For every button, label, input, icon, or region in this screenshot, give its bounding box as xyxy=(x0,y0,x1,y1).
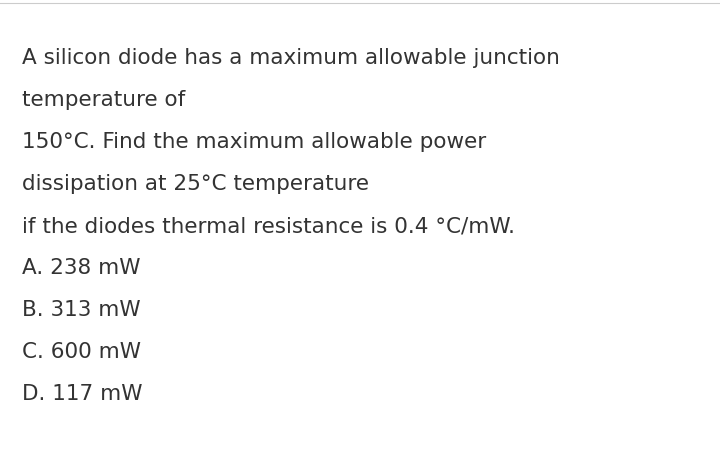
Text: B. 313 mW: B. 313 mW xyxy=(22,300,140,320)
Text: 150°C. Find the maximum allowable power: 150°C. Find the maximum allowable power xyxy=(22,132,486,152)
Text: if the diodes thermal resistance is 0.4 °C/mW.: if the diodes thermal resistance is 0.4 … xyxy=(22,216,515,236)
Text: A. 238 mW: A. 238 mW xyxy=(22,258,140,278)
Text: temperature of: temperature of xyxy=(22,90,185,110)
Text: A silicon diode has a maximum allowable junction: A silicon diode has a maximum allowable … xyxy=(22,48,560,68)
Text: D. 117 mW: D. 117 mW xyxy=(22,384,143,404)
Text: dissipation at 25°C temperature: dissipation at 25°C temperature xyxy=(22,174,369,194)
Text: C. 600 mW: C. 600 mW xyxy=(22,342,141,362)
